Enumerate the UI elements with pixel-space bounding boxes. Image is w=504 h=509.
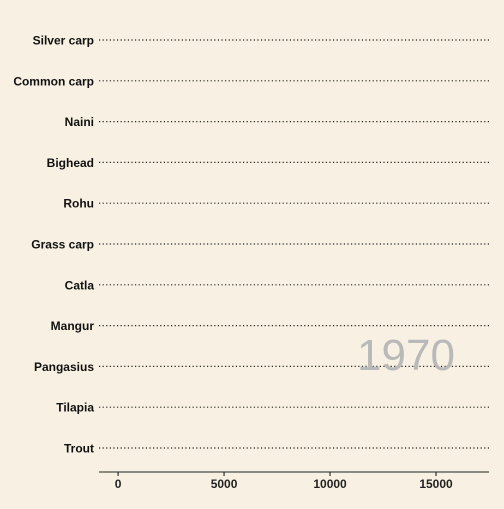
category-label-common-carp: Common carp <box>13 74 94 88</box>
category-label-bighead: Bighead <box>47 156 94 170</box>
category-label-silver-carp: Silver carp <box>33 34 94 48</box>
category-label-mangur: Mangur <box>51 319 95 333</box>
x-axis: 0 5000 10000 15000 <box>99 471 489 491</box>
category-label-pangasius: Pangasius <box>34 360 94 374</box>
category-label-naini: Naini <box>65 115 94 129</box>
x-tick-label: 5000 <box>211 477 238 491</box>
x-tick-label: 10000 <box>313 477 347 491</box>
category-labels: Silver carp Common carp Naini Bighead Rohu Gr… <box>13 34 94 456</box>
category-label-catla: Catla <box>65 278 95 292</box>
x-tick-label: 15000 <box>419 477 453 491</box>
category-label-tilapia: Tilapia <box>56 401 94 415</box>
category-label-trout: Trout <box>64 442 94 456</box>
category-label-grass-carp: Grass carp <box>31 238 94 252</box>
category-label-rohu: Rohu <box>63 197 94 211</box>
grid-layer <box>99 39 489 449</box>
x-tick-label: 0 <box>115 477 122 491</box>
year-annotation: 1970 <box>357 331 455 380</box>
